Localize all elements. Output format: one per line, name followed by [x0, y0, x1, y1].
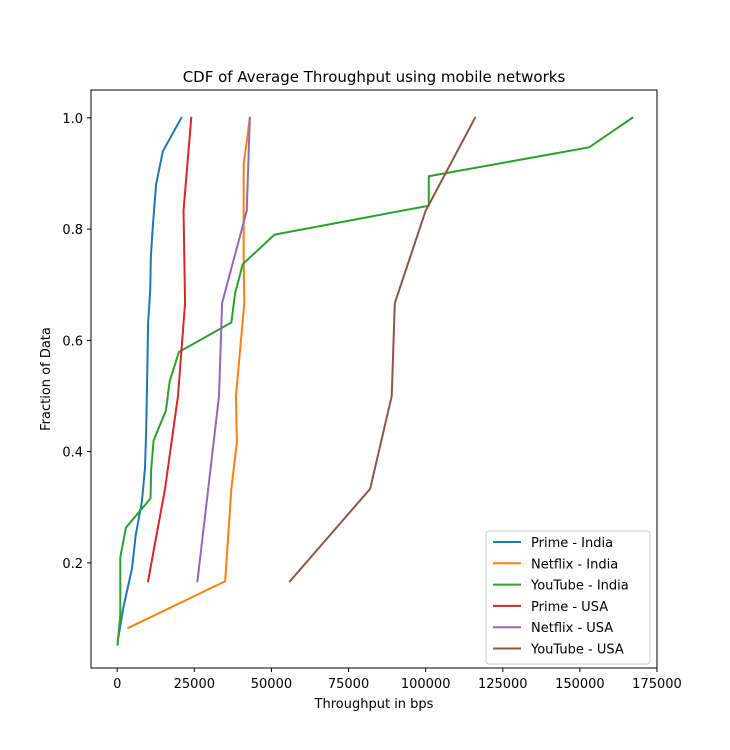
chart-title: CDF of Average Throughput using mobile n… — [183, 68, 566, 86]
x-tick-label: 100000 — [401, 677, 451, 692]
y-tick-label: 0.6 — [62, 334, 83, 349]
legend-label-3: Prime - USA — [531, 600, 608, 615]
x-tick-label: 175000 — [632, 677, 682, 692]
series-line-3 — [146, 116, 193, 583]
y-tick-label: 0.2 — [62, 557, 83, 572]
y-axis: 0.2 0.4 0.6 0.8 1.0 — [62, 112, 91, 572]
x-tick-label: 0 — [113, 677, 121, 692]
x-axis-label: Throughput in bps — [314, 697, 434, 712]
series-line-4 — [196, 116, 251, 583]
series-line-0 — [116, 116, 183, 642]
x-tick-label: 25000 — [174, 677, 215, 692]
series-line-2 — [116, 116, 634, 646]
legend-box — [485, 530, 651, 665]
legend-label-4: Netflix - USA — [531, 621, 613, 636]
legend-label-2: YouTube - India — [530, 579, 629, 594]
x-tick-label: 125000 — [478, 677, 528, 692]
plot-frame — [90, 89, 658, 669]
legend-label-0: Prime - India — [531, 536, 613, 551]
y-axis-label: Fraction of Data — [39, 327, 54, 431]
y-tick-label: 0.4 — [62, 446, 83, 461]
x-tick-label: 50000 — [251, 677, 292, 692]
series-line-5 — [288, 116, 477, 583]
legend: Prime - India Netflix - India YouTube - In… — [485, 530, 651, 665]
series-layer — [116, 116, 634, 646]
y-tick-label: 1.0 — [62, 112, 83, 127]
x-tick-label: 75000 — [328, 677, 369, 692]
x-axis: 0 25000 50000 75000 100000 125000 150000 175000 — [113, 668, 682, 692]
y-tick-label: 0.8 — [62, 223, 83, 238]
legend-label-5: YouTube - USA — [530, 643, 624, 658]
series-line-1 — [126, 116, 251, 630]
legend-label-1: Netflix - India — [531, 557, 618, 572]
x-tick-label: 150000 — [555, 677, 605, 692]
